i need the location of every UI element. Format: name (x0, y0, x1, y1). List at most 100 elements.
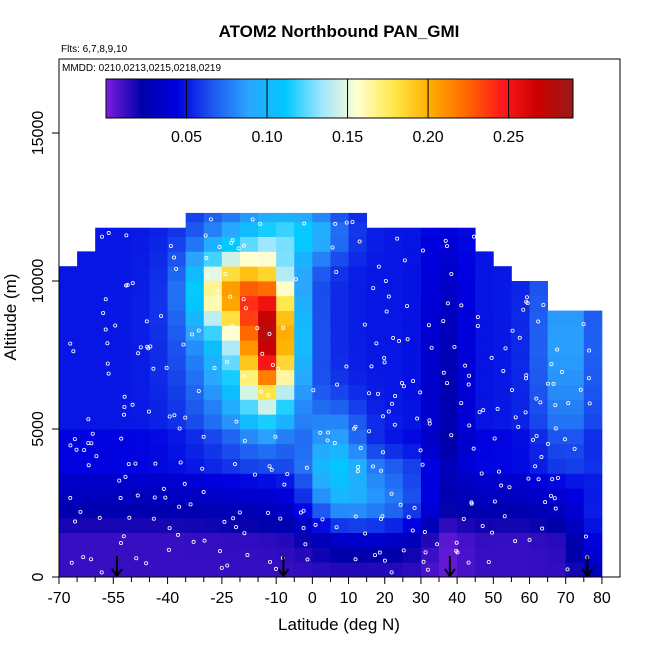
heatmap-cell (348, 399, 368, 415)
heatmap-cell (511, 503, 530, 519)
heatmap-cell (239, 532, 259, 548)
heatmap-cell (420, 547, 440, 563)
sample-point (177, 504, 182, 509)
heatmap-cell (203, 221, 223, 237)
heatmap-cell (258, 266, 277, 282)
heatmap-cell (402, 429, 422, 445)
sample-point (377, 550, 382, 555)
sample-point (269, 467, 274, 472)
heatmap-cell (583, 532, 603, 548)
sample-point (445, 381, 450, 386)
heatmap-cell (276, 443, 295, 459)
heatmap-cell (493, 503, 512, 519)
sample-point (353, 514, 358, 519)
heatmap-cell (258, 310, 277, 326)
sample-point (391, 336, 396, 341)
flights-subtitle: Flts: 6,7,8,9,10 (61, 44, 128, 55)
sample-point (380, 450, 385, 455)
sample-point (276, 366, 281, 371)
heatmap-cell (475, 414, 494, 430)
sample-point (118, 541, 123, 546)
sample-point (583, 534, 588, 539)
x-tick-label: 10 (340, 590, 358, 607)
heatmap-cell (95, 488, 114, 504)
sample-point (376, 391, 381, 396)
heatmap-cell (366, 503, 386, 519)
heatmap-cell (185, 355, 205, 371)
heatmap-cell (493, 414, 512, 430)
heatmap-cell (330, 562, 349, 578)
heatmap-cell (565, 488, 585, 504)
heatmap-cell (529, 443, 549, 459)
heatmap-cell (402, 281, 422, 297)
heatmap-cell (203, 310, 223, 326)
sample-point (241, 297, 246, 302)
sample-point (492, 436, 497, 441)
sample-point (405, 337, 410, 342)
heatmap-cell (113, 369, 132, 385)
heatmap-cell (59, 369, 78, 385)
heatmap-cell (59, 310, 78, 326)
heatmap-cell (493, 517, 512, 533)
heatmap-cell (475, 369, 494, 385)
heatmap-cell (330, 399, 349, 415)
heatmap-cell (59, 547, 78, 563)
heatmap-cell (239, 221, 259, 237)
heatmap-cell (366, 355, 386, 371)
sample-point (492, 499, 497, 504)
heatmap-cell (95, 429, 114, 445)
heatmap-cell (185, 443, 205, 459)
sample-point (222, 519, 227, 524)
heatmap-cell (131, 295, 150, 311)
sample-point (117, 478, 122, 483)
heatmap-cell (113, 473, 132, 489)
heatmap-cell (294, 369, 313, 385)
heatmap-cell (457, 399, 476, 415)
sample-point (425, 567, 430, 572)
heatmap-cell (312, 562, 331, 578)
heatmap-cell (149, 266, 168, 282)
heatmap-cell (439, 227, 458, 237)
heatmap-cell (167, 473, 187, 489)
sample-point (401, 548, 406, 553)
heatmap-cell (77, 414, 96, 430)
heatmap-cell (384, 281, 404, 297)
heatmap-cell (77, 295, 96, 311)
heatmap-cell (330, 340, 349, 356)
sample-point (353, 557, 358, 562)
heatmap-cell (384, 443, 404, 459)
heatmap-cell (258, 414, 277, 430)
heatmap-cell (565, 369, 585, 385)
heatmap-cell (95, 281, 114, 297)
sample-point (151, 516, 156, 521)
heatmap-cell (348, 340, 368, 356)
sample-point (333, 221, 338, 226)
heatmap-cell (258, 517, 277, 533)
heatmap-cell (439, 443, 458, 459)
sample-point (230, 324, 235, 329)
heatmap-cell (203, 384, 223, 400)
heatmap-cell (221, 340, 241, 356)
heatmap-cell (149, 340, 168, 356)
heatmap-cell (258, 340, 277, 356)
sample-point (236, 246, 241, 251)
sample-point (68, 341, 73, 346)
heatmap-cell (167, 325, 187, 341)
heatmap-cell (547, 414, 567, 430)
heatmap-cell (185, 266, 205, 282)
sample-point (176, 532, 181, 537)
heatmap-cell (312, 503, 331, 519)
heatmap-cell (384, 517, 404, 533)
heatmap-cell (95, 414, 114, 430)
heatmap-cell (583, 340, 603, 356)
sample-point (533, 464, 538, 469)
sample-point (536, 477, 541, 482)
heatmap-cell (475, 340, 494, 356)
heatmap-cell (402, 414, 422, 430)
heatmap-cell (131, 340, 150, 356)
sample-point (441, 370, 446, 375)
heatmap-cell (439, 295, 458, 311)
heatmap-cell (294, 212, 313, 223)
heatmap-cell (149, 251, 168, 267)
heatmap-cell (239, 399, 259, 415)
